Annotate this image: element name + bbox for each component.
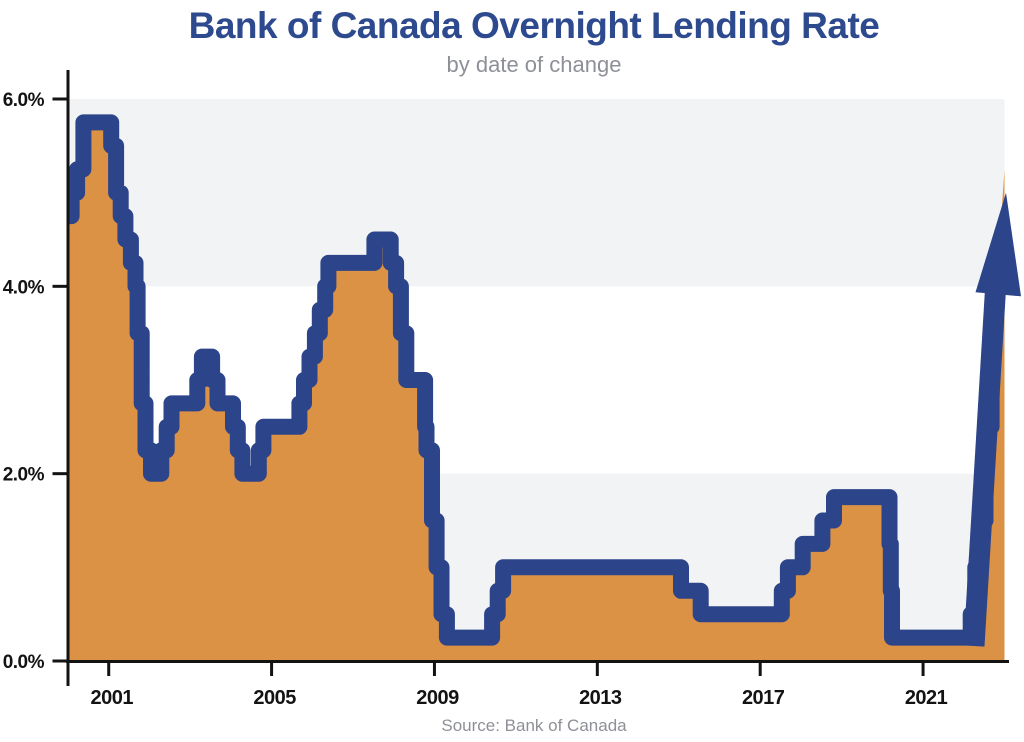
y-tick-label: 4.0%: [3, 277, 45, 298]
up-trend-arrow: [963, 192, 1021, 647]
source-caption: Source: Bank of Canada: [441, 716, 627, 735]
arrow-shaft: [963, 288, 1006, 647]
rate-area-fill: [68, 122, 1005, 661]
x-tick-label: 2013: [579, 687, 622, 709]
y-tick-label: 2.0%: [3, 465, 45, 486]
chart-title: Bank of Canada Overnight Lending Rate: [188, 5, 880, 46]
y-tick-label: 6.0%: [3, 90, 45, 111]
chart-subtitle: by date of change: [446, 52, 622, 77]
axes: [66, 70, 1009, 686]
plot-band: [68, 99, 1005, 287]
x-tick-label: 2005: [253, 687, 296, 709]
x-tick-label: 2009: [416, 687, 459, 709]
arrow-head-icon: [975, 192, 1021, 297]
x-axis-ticks: 2001 2005 2009 2013 2017 2021: [90, 661, 948, 709]
x-tick-label: 2001: [90, 687, 133, 709]
plot-area: [68, 114, 1005, 661]
y-axis-ticks: 6.0% 4.0% 2.0% 0.0%: [3, 90, 68, 673]
x-tick-label: 2017: [742, 687, 785, 709]
x-tick-label: 2021: [905, 687, 948, 709]
y-tick-label: 0.0%: [3, 652, 45, 673]
rate-line: [68, 114, 1000, 646]
